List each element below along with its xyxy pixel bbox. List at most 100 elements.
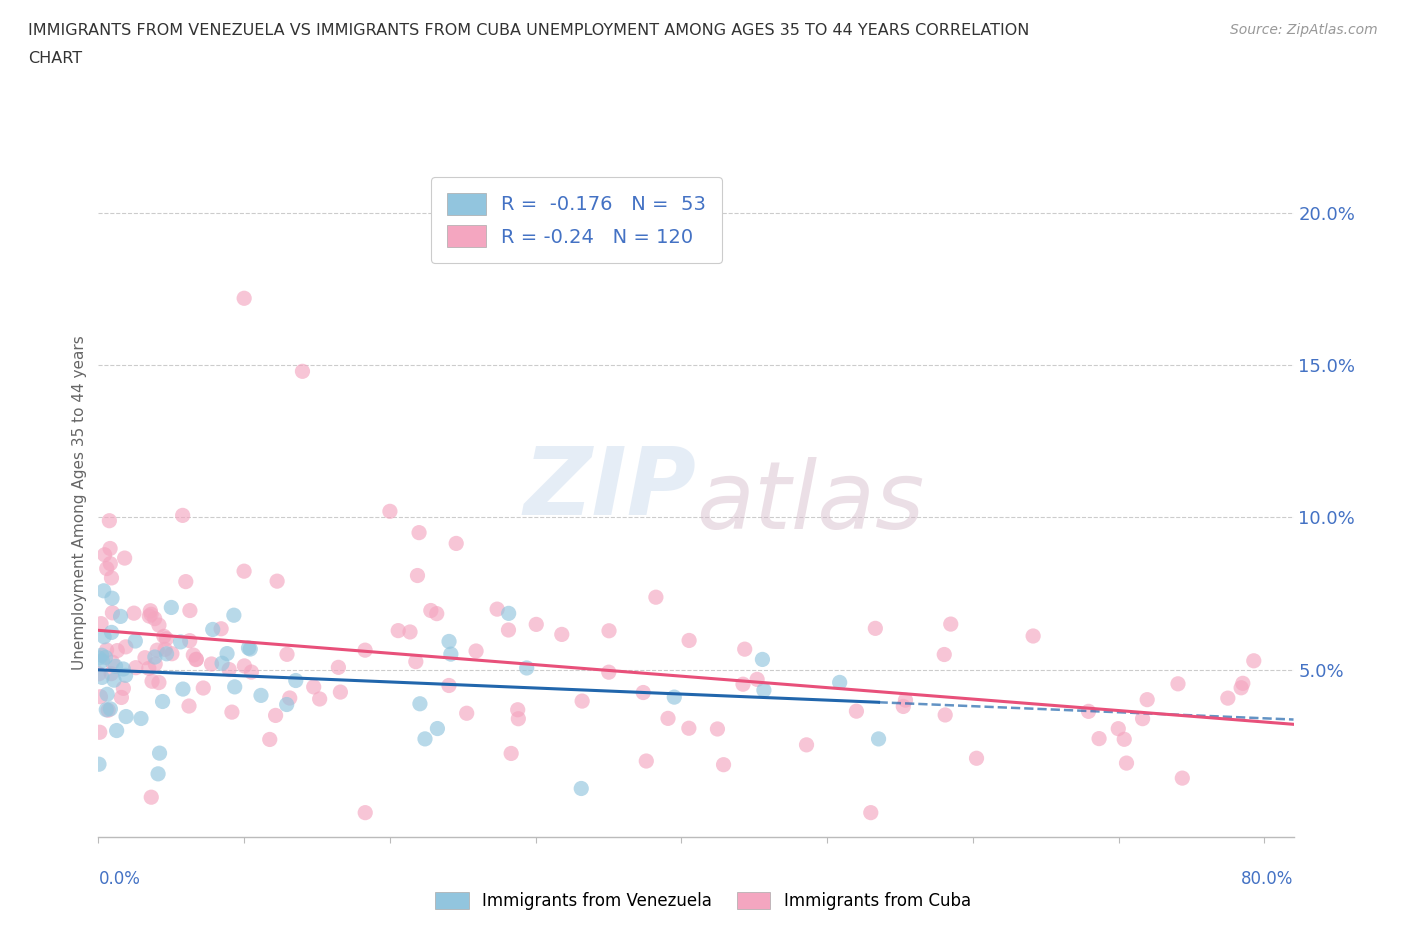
Point	[93, 548, 115, 563]
Point	[138, 608, 160, 623]
Point	[706, 722, 728, 737]
Point	[143, 611, 166, 626]
Point	[179, 603, 201, 618]
Point	[221, 705, 243, 720]
Point	[1115, 756, 1137, 771]
Point	[276, 647, 298, 662]
Point	[89, 724, 111, 739]
Point	[516, 660, 538, 675]
Point	[1114, 732, 1136, 747]
Point	[148, 746, 170, 761]
Point	[91, 654, 114, 669]
Point	[209, 621, 232, 636]
Point	[153, 629, 176, 644]
Point	[1107, 722, 1129, 737]
Point	[112, 681, 135, 696]
Point	[110, 609, 132, 624]
Point	[399, 625, 422, 640]
Point	[745, 672, 768, 687]
Point	[200, 657, 222, 671]
Point	[153, 642, 176, 657]
Text: atlas: atlas	[696, 457, 924, 548]
Text: IMMIGRANTS FROM VENEZUELA VS IMMIGRANTS FROM CUBA UNEMPLOYMENT AMONG AGES 35 TO : IMMIGRANTS FROM VENEZUELA VS IMMIGRANTS …	[28, 23, 1029, 38]
Point	[644, 590, 666, 604]
Point	[413, 732, 436, 747]
Point	[426, 721, 449, 736]
Point	[93, 583, 115, 598]
Text: 80.0%: 80.0%	[1241, 870, 1294, 887]
Point	[148, 675, 170, 690]
Point	[105, 724, 128, 738]
Point	[891, 699, 914, 714]
Point	[1022, 629, 1045, 644]
Point	[114, 551, 136, 565]
Point	[105, 644, 128, 658]
Point	[405, 654, 427, 669]
Point	[465, 644, 488, 658]
Point	[308, 692, 330, 707]
Point	[284, 673, 307, 688]
Point	[598, 623, 620, 638]
Point	[96, 687, 118, 702]
Point	[193, 681, 215, 696]
Point	[139, 607, 162, 622]
Point	[179, 633, 201, 648]
Point	[734, 642, 756, 657]
Point	[1232, 676, 1254, 691]
Point	[571, 694, 593, 709]
Point	[796, 737, 818, 752]
Point	[456, 706, 478, 721]
Point	[215, 646, 238, 661]
Point	[146, 766, 169, 781]
Point	[172, 682, 194, 697]
Point	[266, 574, 288, 589]
Point	[146, 643, 169, 658]
Point	[172, 508, 194, 523]
Point	[114, 668, 136, 683]
Point	[100, 701, 122, 716]
Y-axis label: Unemployment Among Ages 35 to 44 years: Unemployment Among Ages 35 to 44 years	[72, 335, 87, 670]
Point	[329, 684, 352, 699]
Point	[1132, 711, 1154, 726]
Point	[152, 694, 174, 709]
Point	[291, 364, 314, 379]
Point	[859, 805, 882, 820]
Point	[419, 603, 441, 618]
Point	[96, 643, 118, 658]
Point	[426, 606, 449, 621]
Point	[169, 634, 191, 649]
Point	[90, 617, 112, 631]
Point	[865, 621, 887, 636]
Point	[664, 690, 686, 705]
Point	[1136, 692, 1159, 707]
Point	[87, 650, 110, 665]
Point	[939, 617, 962, 631]
Point	[129, 711, 152, 726]
Point	[134, 650, 156, 665]
Point	[406, 568, 429, 583]
Point	[506, 702, 529, 717]
Point	[93, 630, 115, 644]
Point	[233, 564, 256, 578]
Point	[89, 689, 111, 704]
Point	[264, 708, 287, 723]
Point	[94, 650, 117, 665]
Point	[148, 618, 170, 632]
Point	[1167, 676, 1189, 691]
Legend: Immigrants from Venezuela, Immigrants from Cuba: Immigrants from Venezuela, Immigrants fr…	[429, 885, 977, 917]
Text: CHART: CHART	[28, 51, 82, 66]
Text: ZIP: ZIP	[523, 443, 696, 535]
Point	[125, 660, 148, 675]
Point	[186, 652, 208, 667]
Point	[224, 680, 246, 695]
Point	[98, 556, 121, 571]
Point	[138, 661, 160, 676]
Point	[112, 661, 135, 676]
Point	[387, 623, 409, 638]
Point	[278, 691, 301, 706]
Point	[1088, 731, 1111, 746]
Point	[141, 674, 163, 689]
Point	[731, 677, 754, 692]
Point	[222, 608, 245, 623]
Point	[143, 657, 166, 671]
